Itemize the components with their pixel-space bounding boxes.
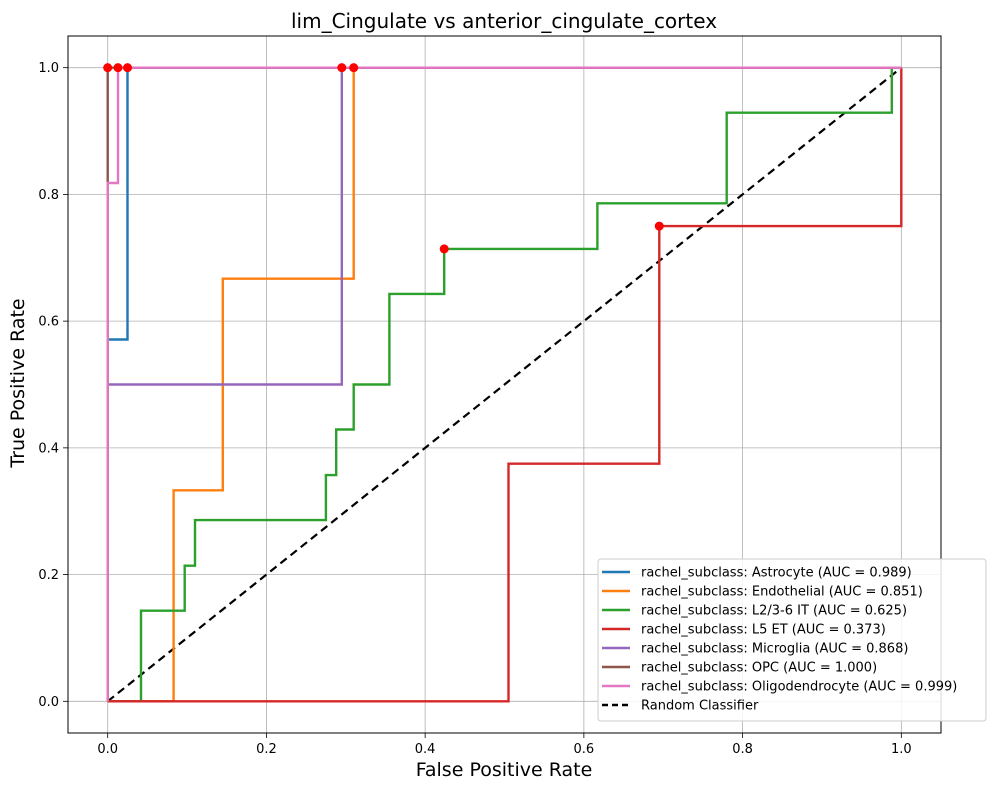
x-tick-label: 0.8	[732, 742, 753, 757]
y-axis-label: True Positive Rate	[7, 298, 29, 468]
legend-label: rachel_subclass: Astrocyte (AUC = 0.989)	[641, 566, 912, 581]
x-tick-label: 0.6	[574, 742, 595, 757]
x-axis-ticks: 0.0 0.2 0.4 0.6 0.8 1.0	[97, 733, 912, 757]
y-axis-ticks: 0.0 0.2 0.4 0.6 0.8 1.0	[38, 61, 68, 710]
legend-label: rachel_subclass: OPC (AUC = 1.000)	[641, 661, 877, 676]
legend-label: rachel_subclass: L2/3-6 IT (AUC = 0.625)	[641, 604, 907, 619]
y-tick-label: 0.8	[38, 188, 59, 203]
legend-label: Random Classifier	[641, 699, 759, 714]
threshold-marker	[103, 63, 113, 73]
threshold-marker	[337, 63, 347, 73]
chart-title: lim_Cingulate vs anterior_cingulate_cort…	[291, 9, 717, 33]
threshold-marker	[123, 63, 133, 73]
threshold-marker	[654, 221, 664, 231]
y-tick-label: 0.0	[38, 695, 59, 710]
legend-label: rachel_subclass: Oligodendrocyte (AUC = …	[641, 680, 957, 695]
series-line-l2-3-6-it	[107, 66, 902, 703]
x-tick-label: 0.2	[256, 742, 277, 757]
x-axis-label: False Positive Rate	[416, 759, 593, 781]
series-line-l5-et	[107, 67, 903, 703]
legend-box	[597, 558, 987, 722]
threshold-marker	[113, 63, 123, 73]
y-tick-label: 1.0	[38, 61, 59, 76]
marker-layer	[103, 63, 664, 254]
series-line-oligodendrocyte	[106, 66, 902, 702]
x-tick-label: 0.4	[415, 742, 436, 757]
legend-label: rachel_subclass: Microglia (AUC = 0.868)	[641, 642, 908, 657]
legend-label: rachel_subclass: L5 ET (AUC = 0.373)	[641, 623, 886, 638]
reference-line-layer	[107, 66, 902, 703]
random-classifier-line	[107, 66, 902, 703]
plot-frame	[67, 35, 942, 734]
y-tick-label: 0.6	[38, 315, 59, 330]
legend-label: rachel_subclass: Endothelial (AUC = 0.85…	[641, 585, 923, 600]
x-tick-label: 1.0	[891, 742, 912, 757]
threshold-marker	[439, 244, 449, 254]
x-tick-label: 0.0	[97, 742, 118, 757]
legend: rachel_subclass: Astrocyte (AUC = 0.989)…	[597, 558, 987, 722]
y-tick-label: 0.4	[38, 441, 59, 456]
y-tick-label: 0.2	[38, 568, 59, 583]
threshold-marker	[349, 63, 359, 73]
